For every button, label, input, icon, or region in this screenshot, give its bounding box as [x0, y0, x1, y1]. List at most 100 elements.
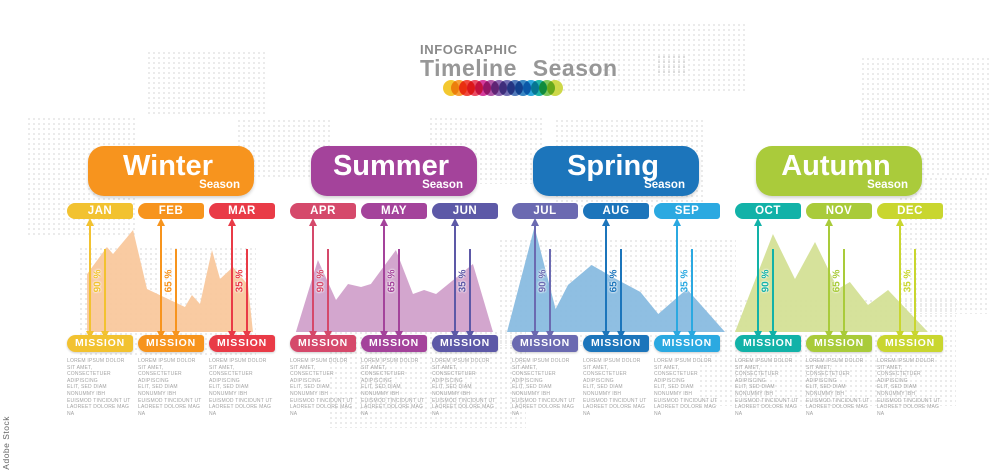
mission-pill: MISSION	[361, 335, 427, 352]
percent-label: 65 %	[163, 269, 175, 293]
arrowhead-up-icon	[896, 218, 904, 226]
percent-arrow-up	[86, 218, 94, 339]
arrowhead-up-icon	[673, 218, 681, 226]
mission-descriptions: LOREM IPSUM DOLOR SIT AMET, CONSECTETUER…	[730, 358, 948, 417]
season-column-autumn: Autumn Season OCT NOV DEC 90 % 65 % 35 % MIS…	[730, 146, 948, 417]
percent-label: 35 %	[457, 269, 469, 293]
month-pill-jun: JUN	[432, 203, 498, 219]
percent-arrow-down	[324, 249, 332, 339]
area-chart-shape	[735, 233, 928, 332]
area-chart-shape	[507, 227, 725, 332]
mission-pill: MISSION	[583, 335, 649, 352]
mission-pill: MISSION	[512, 335, 578, 352]
month-pill-jul: JUL	[512, 203, 578, 219]
month-pill-may: MAY	[361, 203, 427, 219]
month-pill-sep: SEP	[654, 203, 720, 219]
arrowhead-up-icon	[754, 218, 762, 226]
season-header: Spring Season	[533, 146, 699, 196]
season-subtitle: Season	[199, 179, 240, 191]
missions-row: MISSION MISSION MISSION	[285, 335, 503, 352]
mission-description: LOREM IPSUM DOLOR SIT AMET, CONSECTETUER…	[654, 358, 718, 417]
palette-dot	[547, 80, 563, 96]
mission-pill: MISSION	[209, 335, 275, 352]
mission-description: LOREM IPSUM DOLOR SIT AMET, CONSECTETUER…	[290, 358, 354, 417]
percent-arrow-down	[101, 249, 109, 339]
percent-arrow-up	[451, 218, 459, 339]
percent-arrow-down	[466, 249, 474, 339]
mission-descriptions: LOREM IPSUM DOLOR SIT AMET, CONSECTETUER…	[507, 358, 725, 417]
percent-label: 65 %	[831, 269, 843, 293]
arrowhead-up-icon	[228, 218, 236, 226]
arrowhead-up-icon	[86, 218, 94, 226]
month-pill-dec: DEC	[877, 203, 943, 219]
month-pill-aug: AUG	[583, 203, 649, 219]
month-pill-oct: OCT	[735, 203, 801, 219]
month-pill-nov: NOV	[806, 203, 872, 219]
mission-description: LOREM IPSUM DOLOR SIT AMET, CONSECTETUER…	[209, 358, 273, 417]
months-row: JUL AUG SEP	[507, 203, 725, 219]
season-area-chart: 90 % 65 % 35 %	[285, 218, 503, 339]
season-area-chart: 90 % 65 % 35 %	[730, 218, 948, 339]
percent-arrow-up	[228, 218, 236, 339]
page-title: Timeline Season	[420, 55, 618, 81]
percent-label: 90 %	[537, 269, 549, 293]
percent-arrow-down	[617, 249, 625, 339]
infographic-kicker: INFOGRAPHIC	[420, 42, 518, 57]
watermark-text: Adobe Stock	[1, 416, 11, 470]
percent-arrow-down	[546, 249, 554, 339]
season-header: Summer Season	[311, 146, 477, 196]
arrowhead-up-icon	[451, 218, 459, 226]
season-column-summer: Summer Season APR MAY JUN 90 % 65 % 35 % MIS…	[285, 146, 503, 417]
percent-arrow-up	[673, 218, 681, 339]
season-column-winter: Winter Season JAN FEB MAR 90 % 65 % 35 % MIS…	[62, 146, 280, 417]
season-area-chart: 90 % 65 % 35 %	[507, 218, 725, 339]
percent-arrow-up	[531, 218, 539, 339]
mission-description: LOREM IPSUM DOLOR SIT AMET, CONSECTETUER…	[361, 358, 425, 417]
season-name: Summer	[332, 150, 450, 182]
mission-pill: MISSION	[290, 335, 356, 352]
mission-description: LOREM IPSUM DOLOR SIT AMET, CONSECTETUER…	[512, 358, 576, 417]
percent-arrow-up	[825, 218, 833, 339]
mission-descriptions: LOREM IPSUM DOLOR SIT AMET, CONSECTETUER…	[62, 358, 280, 417]
palette-dots	[443, 80, 563, 96]
area-chart-shape	[87, 230, 253, 332]
mission-pill: MISSION	[432, 335, 498, 352]
percent-arrow-down	[840, 249, 848, 339]
arrowhead-up-icon	[157, 218, 165, 226]
mission-description: LOREM IPSUM DOLOR SIT AMET, CONSECTETUER…	[806, 358, 870, 417]
mission-pill: MISSION	[735, 335, 801, 352]
percent-arrow-up	[157, 218, 165, 339]
percent-label: 35 %	[902, 269, 914, 293]
percent-arrow-up	[602, 218, 610, 339]
mission-description: LOREM IPSUM DOLOR SIT AMET, CONSECTETUER…	[138, 358, 202, 417]
month-pill-apr: APR	[290, 203, 356, 219]
season-subtitle: Season	[644, 179, 685, 191]
month-pill-jan: JAN	[67, 203, 133, 219]
mission-pill: MISSION	[138, 335, 204, 352]
season-name: Autumn	[781, 150, 891, 182]
mission-pill: MISSION	[806, 335, 872, 352]
percent-label: 90 %	[315, 269, 327, 293]
map-dot-pattern	[148, 52, 266, 114]
missions-row: MISSION MISSION MISSION	[62, 335, 280, 352]
percent-arrow-down	[243, 249, 251, 339]
mission-descriptions: LOREM IPSUM DOLOR SIT AMET, CONSECTETUER…	[285, 358, 503, 417]
mission-description: LOREM IPSUM DOLOR SIT AMET, CONSECTETUER…	[432, 358, 496, 417]
season-subtitle: Season	[422, 179, 463, 191]
map-dot-pattern	[658, 56, 686, 76]
arrowhead-up-icon	[380, 218, 388, 226]
arrowhead-up-icon	[531, 218, 539, 226]
percent-label: 90 %	[92, 269, 104, 293]
season-header: Winter Season	[88, 146, 254, 196]
months-row: JAN FEB MAR	[62, 203, 280, 219]
mission-description: LOREM IPSUM DOLOR SIT AMET, CONSECTETUER…	[67, 358, 131, 417]
percent-label: 35 %	[234, 269, 246, 293]
percent-label: 65 %	[608, 269, 620, 293]
percent-arrow-up	[380, 218, 388, 339]
mission-pill: MISSION	[654, 335, 720, 352]
arrowhead-up-icon	[602, 218, 610, 226]
percent-arrow-down	[688, 249, 696, 339]
percent-label: 90 %	[760, 269, 772, 293]
mission-description: LOREM IPSUM DOLOR SIT AMET, CONSECTETUER…	[735, 358, 799, 417]
